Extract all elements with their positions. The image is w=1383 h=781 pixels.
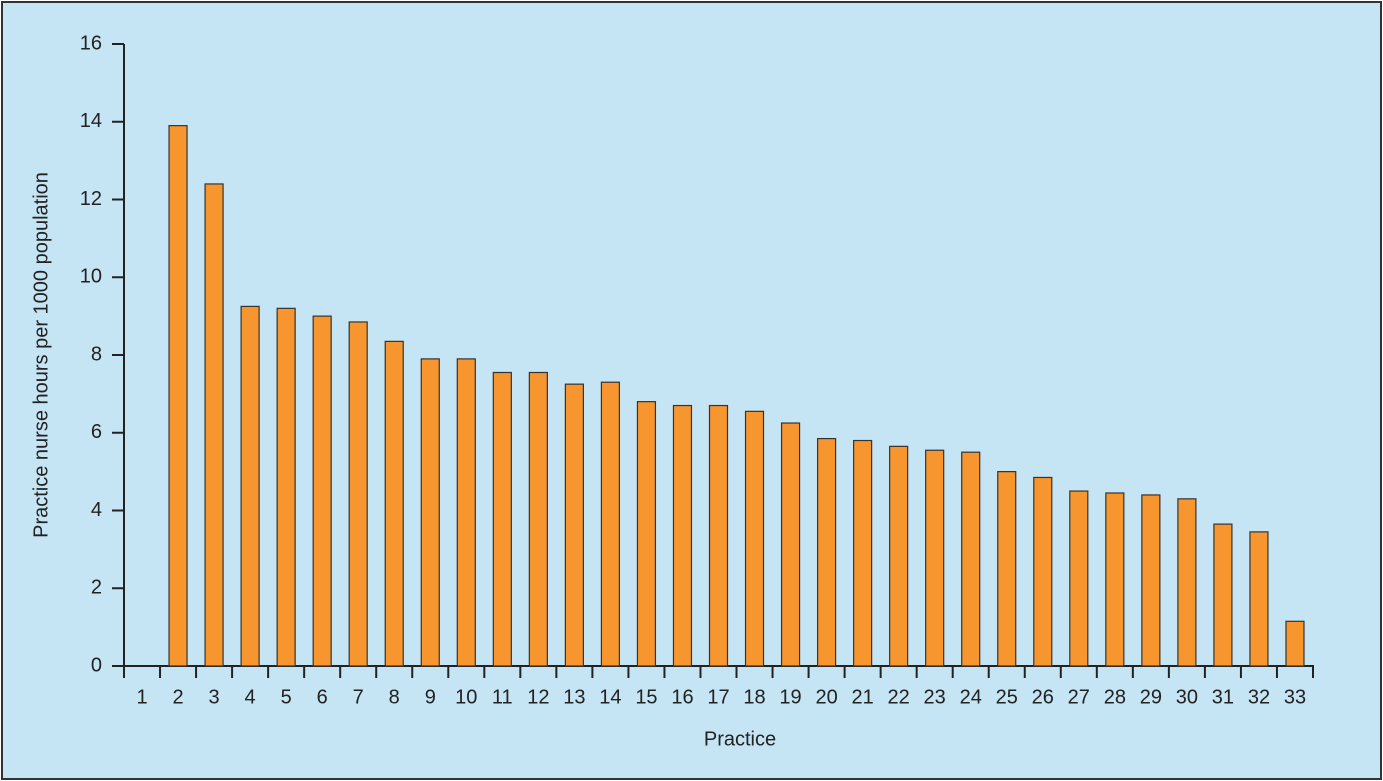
bar <box>889 445 909 667</box>
bar <box>168 125 188 667</box>
x-tick-label: 4 <box>245 686 256 708</box>
y-tick-label: 12 <box>80 188 102 210</box>
y-tick-label: 4 <box>91 499 102 521</box>
x-tick-label: 3 <box>209 686 220 708</box>
x-tick-label: 14 <box>599 686 621 708</box>
bar <box>925 449 945 667</box>
bar <box>1285 620 1305 667</box>
x-tick-label: 10 <box>455 686 477 708</box>
x-tick-label: 17 <box>707 686 729 708</box>
bar <box>1105 492 1125 667</box>
x-tick-label: 31 <box>1212 686 1234 708</box>
x-tick-label: 33 <box>1284 686 1306 708</box>
bar <box>1141 494 1161 667</box>
y-axis-label: Practice nurse hours per 1000 population <box>30 172 52 538</box>
x-tick-label: 20 <box>815 686 837 708</box>
x-tick-label: 16 <box>671 686 693 708</box>
y-tick-label: 0 <box>91 654 102 676</box>
bar <box>384 340 404 667</box>
bar <box>240 305 260 667</box>
bar <box>456 358 476 667</box>
x-tick-label: 2 <box>172 686 183 708</box>
x-tick-label: 8 <box>389 686 400 708</box>
y-tick-label: 14 <box>80 110 102 132</box>
bar <box>492 371 512 667</box>
bar <box>708 404 729 667</box>
x-tick-label: 7 <box>353 686 364 708</box>
bar <box>853 439 873 667</box>
bar <box>816 437 837 667</box>
x-tick-label: 29 <box>1140 686 1162 708</box>
bar <box>564 383 584 667</box>
x-tick-label: 12 <box>527 686 549 708</box>
x-tick-label: 27 <box>1068 686 1090 708</box>
x-tick-label: 25 <box>996 686 1018 708</box>
bar <box>1213 523 1233 667</box>
y-tick-label: 10 <box>80 266 102 288</box>
x-tick-label: 23 <box>924 686 946 708</box>
x-tick-label: 9 <box>425 686 436 708</box>
bar <box>1033 476 1053 667</box>
bar <box>744 410 765 667</box>
bar <box>1249 531 1269 667</box>
x-tick-label: 18 <box>743 686 765 708</box>
x-tick-label: 24 <box>960 686 982 708</box>
bar <box>1069 490 1089 667</box>
x-tick-label: 19 <box>779 686 801 708</box>
x-tick-label: 21 <box>851 686 873 708</box>
bar <box>961 451 981 667</box>
bar <box>420 358 440 667</box>
bar <box>672 404 693 667</box>
bar <box>636 401 657 667</box>
x-tick-label: 28 <box>1104 686 1126 708</box>
x-tick-label: 13 <box>563 686 585 708</box>
x-tick-label: 6 <box>317 686 328 708</box>
bar <box>204 183 224 667</box>
bar <box>276 307 296 667</box>
x-tick-label: 32 <box>1248 686 1270 708</box>
x-tick-label: 15 <box>635 686 657 708</box>
bar <box>348 321 368 667</box>
bar <box>528 371 548 667</box>
x-tick-label: 26 <box>1032 686 1054 708</box>
x-tick-label: 30 <box>1176 686 1198 708</box>
x-tick-label: 5 <box>281 686 292 708</box>
bar <box>997 471 1017 667</box>
bar <box>780 422 801 667</box>
y-tick-label: 6 <box>91 421 102 443</box>
y-tick-label: 8 <box>91 343 102 365</box>
bar <box>312 315 332 667</box>
x-tick-label: 11 <box>492 686 513 708</box>
x-tick-label: 1 <box>136 686 147 708</box>
y-tick-label: 16 <box>80 32 102 54</box>
bar <box>1177 498 1197 667</box>
x-axis-label: Practice <box>704 728 776 750</box>
x-tick-label: 22 <box>888 686 910 708</box>
bar <box>600 381 621 667</box>
y-tick-label: 2 <box>91 577 102 599</box>
